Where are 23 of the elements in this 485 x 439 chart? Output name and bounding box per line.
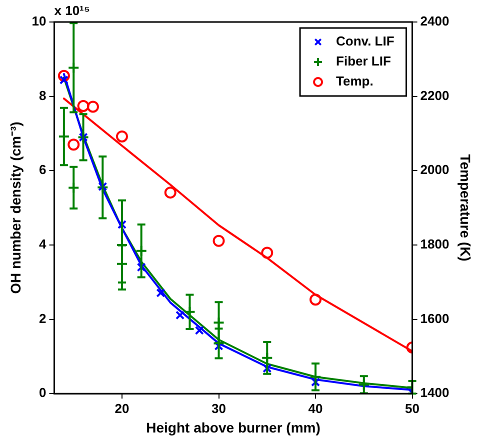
y-tick-label: 0 <box>39 385 46 400</box>
y-tick-label: 10 <box>32 14 46 29</box>
x-tick-label: 20 <box>114 400 130 416</box>
x-tick-label: 50 <box>405 400 420 416</box>
y-tick-label: 8 <box>39 88 46 103</box>
text: x 10¹⁵ <box>54 3 90 18</box>
legend-label: Conv. LIF <box>336 34 394 49</box>
y2-tick-label: 2400 <box>420 14 450 29</box>
y-tick-label: 4 <box>39 236 48 252</box>
x-tick-label: 40 <box>308 400 323 416</box>
y2-tick-label: 1600 <box>420 310 450 326</box>
y2-tick-label: 1400 <box>420 385 450 400</box>
y2-tick-label: 1800 <box>420 236 450 252</box>
y-tick-label: 6 <box>39 162 46 178</box>
x-axis-title: Height above burner (mm) <box>146 419 320 436</box>
legend-label: Temp. <box>336 74 374 89</box>
y2-tick-label: 2000 <box>420 162 450 178</box>
x-tick-label: 30 <box>212 400 226 416</box>
y-tick-label: 2 <box>39 310 46 326</box>
y2-tick-label: 2200 <box>420 88 450 103</box>
y2-axis-title: Temperature (K) <box>458 154 474 262</box>
legend-label: Fiber LIF <box>336 54 391 69</box>
y-axis-title: OH number density (cm⁻³) <box>7 122 24 294</box>
